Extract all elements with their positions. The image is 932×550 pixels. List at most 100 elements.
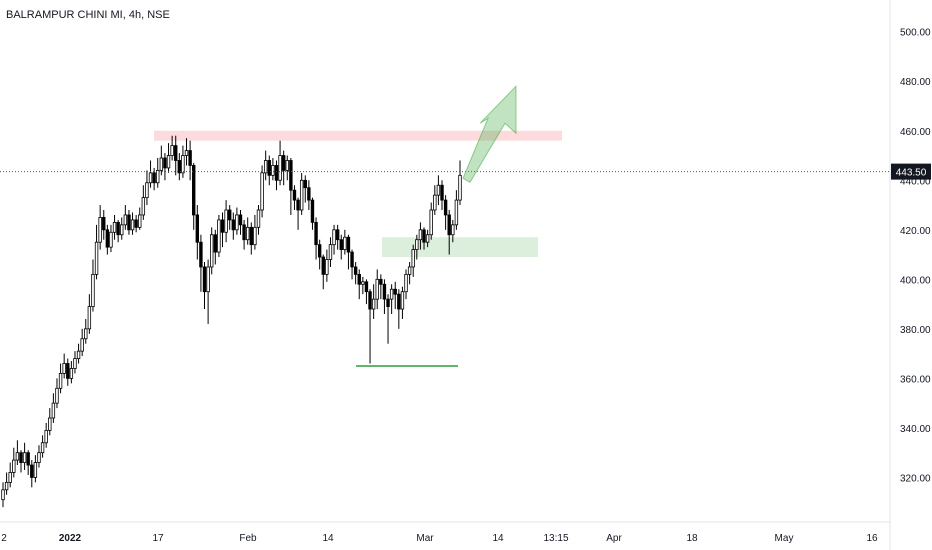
candle-body [51,402,56,419]
candle-body [220,219,225,233]
candle-body [357,273,361,285]
candle-body [170,145,174,156]
y-tick-label: 360.00 [900,374,931,385]
candle-body [310,199,315,223]
candle-body [166,155,171,169]
candle-body [30,464,34,478]
candle-body [44,429,48,444]
candle-body [8,472,12,483]
candle-body [33,462,38,478]
candle-body [332,229,336,246]
candle-body [407,266,412,275]
x-tick-label: May [775,533,794,544]
candle-body [361,281,365,285]
candle-body [325,259,329,275]
candle-body [37,452,41,463]
candle-body [375,278,379,300]
candle-body [148,172,153,184]
x-tick-label: 14 [492,533,504,544]
candle-body [289,160,293,191]
candle-body [285,160,289,171]
candle-body [317,244,322,258]
candle-body [321,256,325,275]
candle-body [296,199,300,211]
candle-body [102,217,106,231]
candle-body [127,214,131,231]
candle-body [371,298,376,310]
candle-body [120,224,124,236]
candle-body [278,155,282,181]
candle-body [73,358,77,369]
y-tick-label: 500.00 [900,28,931,39]
last-price-label: 443.50 [896,168,927,179]
candle-body [26,452,30,466]
candle-body [314,221,318,246]
candle-body [48,417,52,431]
candle-body [66,363,70,379]
candle-body [458,174,462,201]
candle-body [224,209,228,233]
candle-body [425,234,430,243]
candle-body [335,229,340,241]
x-tick-label: 18 [686,533,698,544]
candle-body [134,219,138,228]
candle-body [256,209,261,228]
candle-body [386,298,390,307]
candle-body [152,172,156,184]
candle-body [397,293,401,310]
candle-body [58,373,63,389]
candle-body [199,241,203,268]
candle-body [303,179,307,189]
y-tick-label: 340.00 [900,424,931,435]
candle-body [415,239,419,251]
y-tick-label: 440.00 [900,176,931,187]
y-tick-label: 460.00 [900,127,931,138]
candle-body [447,214,451,236]
candle-body [281,155,286,171]
candle-body [418,229,423,241]
support-zone[interactable] [382,237,538,258]
x-tick-label: 14 [322,533,334,544]
x-tick-label: 17 [152,533,164,544]
candle-body [346,236,351,253]
candle-body [238,214,243,226]
candle-body [210,234,214,268]
candle-body [156,169,160,184]
x-tick-label: Apr [606,533,622,544]
x-tick-label: Mar [416,533,434,544]
candle-body [350,251,354,268]
candle-body [138,214,142,228]
candle-body [163,157,167,169]
candle-body [274,165,279,181]
candle-body [76,350,81,359]
candle-body [87,306,92,330]
candle-body [429,209,433,236]
resistance-zone[interactable] [154,130,562,141]
candle-body [177,160,182,174]
x-tick-label: 2 [1,533,7,544]
candle-body [181,155,185,174]
candle-body [55,387,59,404]
candle-body [228,209,232,221]
candle-body [245,226,250,241]
candle-body [267,160,271,176]
candle-body [91,273,95,307]
x-tick-label: 2022 [59,533,82,544]
candle-body [62,363,66,374]
last-price-badge [891,163,931,180]
candle-body [159,157,164,171]
x-tick-label: Feb [239,533,257,544]
candle-body [307,187,311,201]
x-tick-label: 13:15 [543,533,568,544]
candle-body [422,229,426,243]
candle-body [12,459,16,473]
projection-arrow[interactable] [462,84,517,183]
candle-body [22,452,27,463]
candle-body [141,197,146,216]
candle-body [443,199,448,216]
candle-body [19,452,23,463]
candle-body [393,288,397,295]
candle-body [98,217,102,243]
candle-body [253,226,257,246]
